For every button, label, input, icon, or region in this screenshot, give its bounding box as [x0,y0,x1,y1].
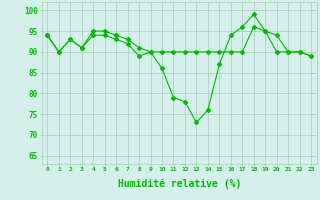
X-axis label: Humidité relative (%): Humidité relative (%) [117,178,241,189]
